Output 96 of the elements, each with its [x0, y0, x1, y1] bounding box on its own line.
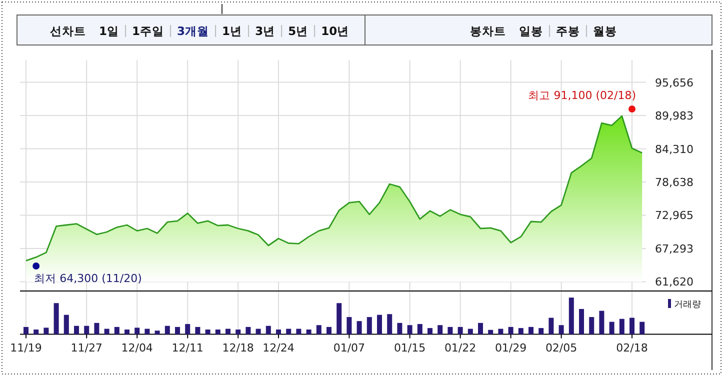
bar: [44, 328, 49, 334]
bar: [630, 318, 634, 334]
bar: [134, 328, 140, 334]
bar: [256, 328, 261, 334]
bar: [528, 326, 534, 334]
y-tick-label: 67,293: [655, 242, 694, 256]
bar: [548, 318, 554, 334]
bar: [306, 330, 312, 334]
bar: [498, 328, 504, 334]
y-tick-label: 78,638: [655, 176, 694, 189]
x-tick-label: 02/05: [545, 341, 578, 354]
bar: [104, 328, 110, 334]
bar: [356, 321, 362, 334]
bar: [538, 328, 544, 334]
bar: [640, 322, 645, 334]
bar: [195, 326, 200, 334]
bar: [246, 326, 251, 334]
bar: [205, 330, 210, 334]
x-tick-label: 11/27: [70, 341, 102, 354]
y-tick-label: 89,983: [655, 110, 694, 123]
bar: [316, 325, 322, 334]
text: 주봉: [556, 24, 580, 38]
bar: [24, 326, 28, 334]
bar: [215, 330, 220, 334]
bar: [579, 308, 584, 334]
x-tick-label: 01/15: [394, 341, 426, 354]
bar: [619, 318, 624, 334]
bar: [609, 322, 614, 334]
bar: [336, 303, 342, 334]
bar: [366, 317, 372, 334]
text: 3개월: [177, 24, 210, 38]
y-tick-label: 84,310: [655, 142, 694, 156]
bar: [175, 326, 180, 334]
bar: [568, 298, 574, 334]
bar: [397, 322, 402, 334]
text: 1일: [99, 24, 120, 38]
bar: [114, 326, 120, 334]
text: 일봉: [519, 24, 543, 38]
x-tick-label: 12/11: [172, 341, 204, 354]
x-tick-label: 12/18: [222, 341, 254, 354]
x-tick-label: 12/04: [121, 341, 153, 354]
bar: [226, 328, 230, 334]
bar: [94, 322, 100, 334]
x-tick-label: 02/18: [616, 341, 648, 354]
bar: [154, 330, 160, 334]
x-tick-label: 01/29: [494, 341, 527, 354]
text: 5년: [288, 24, 308, 38]
bar: [266, 326, 271, 334]
bar: [84, 326, 90, 334]
bar: [488, 330, 494, 334]
bar: [34, 330, 39, 334]
text: 1년: [222, 24, 242, 38]
bar: [64, 314, 69, 334]
bar: [276, 330, 281, 334]
x-tick-label: 01/22: [444, 341, 476, 354]
bar: [377, 314, 382, 334]
x-tick-label: 12/24: [262, 341, 294, 354]
bar: [286, 328, 292, 334]
bar: [185, 324, 190, 334]
bar: [599, 310, 604, 334]
bar: [518, 328, 524, 334]
bar: [508, 326, 514, 334]
legend-label: 거래량: [674, 300, 701, 310]
text: 선차트: [50, 24, 86, 38]
text: 10년: [321, 24, 350, 38]
bar: [428, 328, 432, 334]
y-tick-label: 72,965: [655, 209, 694, 222]
bar: [438, 325, 443, 334]
text: 3년: [255, 24, 276, 38]
bar: [407, 325, 412, 334]
bar: [468, 328, 473, 334]
bar: [124, 330, 130, 334]
bar: [417, 324, 422, 334]
bar: [164, 326, 170, 334]
bar: [326, 326, 332, 334]
bar: [236, 330, 241, 334]
annotation: 최저 64,300 (11/20): [34, 272, 142, 285]
bar: [448, 326, 453, 334]
bar: [589, 317, 594, 334]
y-tick-label: 61,620: [655, 276, 694, 289]
bar: [296, 328, 302, 334]
text: 1주일: [132, 24, 164, 38]
bar: [346, 317, 352, 334]
bar: [558, 325, 564, 334]
y-tick-label: 95,656: [655, 76, 694, 90]
bar: [54, 303, 59, 334]
text: 월봉: [593, 24, 617, 38]
text: 봉차트: [470, 24, 506, 38]
annotation: 최고 91,100 (02/18): [528, 88, 636, 102]
bar: [387, 314, 392, 334]
bar: [74, 326, 79, 334]
x-tick-label: 11/19: [10, 341, 42, 354]
bar: [458, 326, 463, 334]
bar: [144, 328, 150, 334]
bar: [478, 322, 483, 334]
x-tick-label: 01/07: [333, 341, 366, 354]
